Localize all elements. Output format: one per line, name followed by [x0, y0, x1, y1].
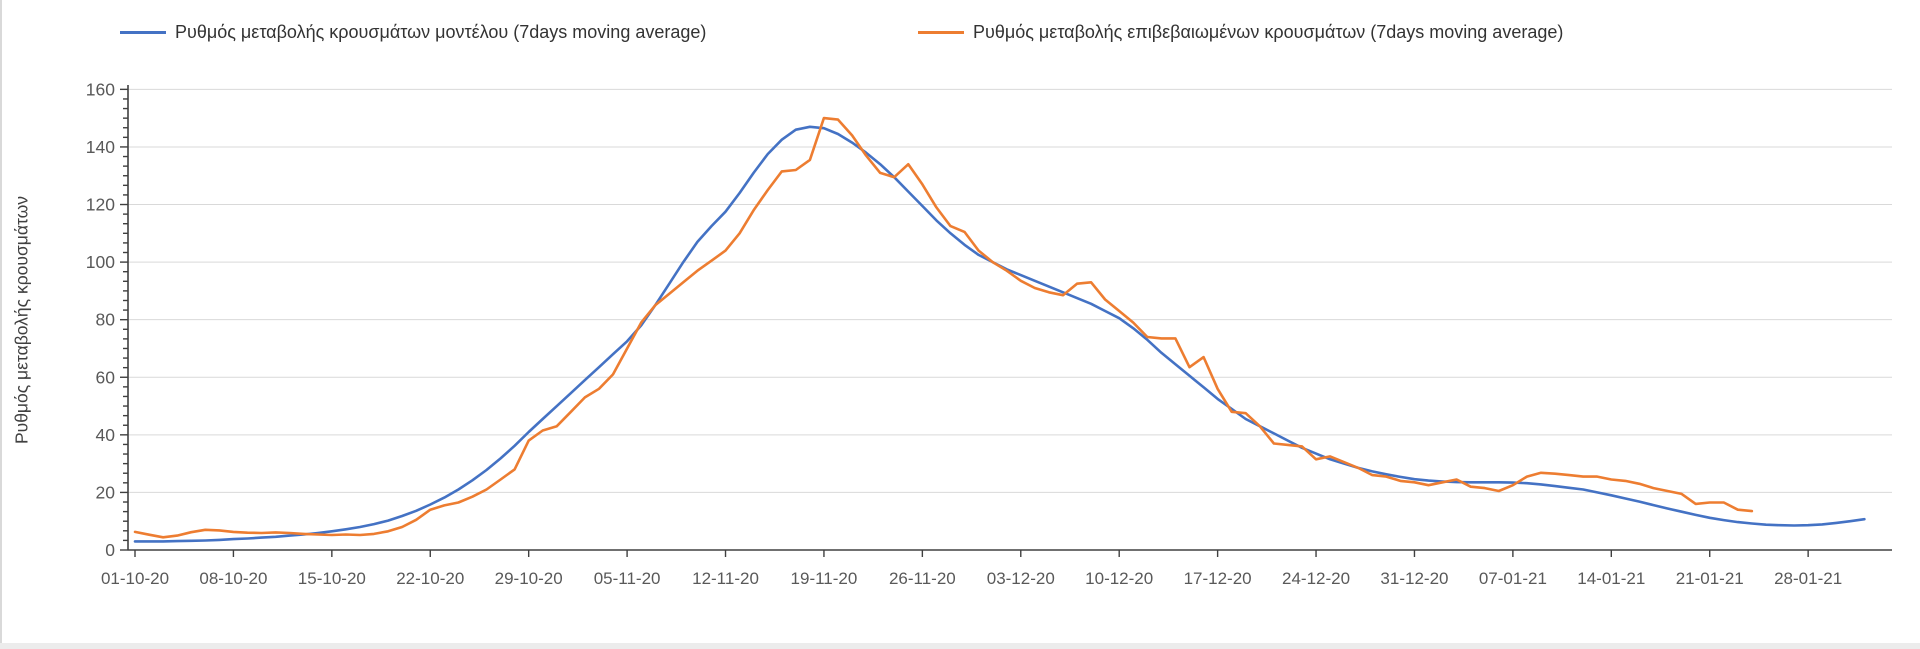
confirmed-line-marker-icon	[918, 30, 964, 34]
x-tick-label: 29-10-20	[495, 569, 563, 588]
x-tick-label: 26-11-20	[889, 569, 956, 588]
x-tick-label: 03-12-20	[987, 569, 1055, 588]
x-tick-label: 10-12-20	[1085, 569, 1153, 588]
x-tick-label: 12-11-20	[692, 569, 759, 588]
x-tick-label: 17-12-20	[1184, 569, 1252, 588]
x-tick-label: 19-11-20	[791, 569, 858, 588]
y-tick-label: 20	[96, 482, 116, 502]
legend-item-model: Ρυθμός μεταβολής κρουσμάτων μοντέλου (7d…	[120, 18, 706, 46]
x-tick-label: 15-10-20	[298, 569, 366, 588]
x-tick-label: 08-10-20	[199, 569, 267, 588]
container-bottom-strip	[0, 643, 1920, 649]
y-tick-label: 160	[86, 79, 115, 99]
chart-legend: Ρυθμός μεταβολής κρουσμάτων μοντέλου (7d…	[0, 18, 1920, 46]
x-tick-label: 28-01-21	[1774, 569, 1842, 588]
x-tick-label: 22-10-20	[396, 569, 464, 588]
y-tick-label: 0	[105, 540, 115, 560]
y-tick-label: 140	[86, 137, 115, 157]
legend-label-confirmed: Ρυθμός μεταβολής επιβεβαιωμένων κρουσμάτ…	[973, 21, 1564, 42]
x-tick-label: 24-12-20	[1282, 569, 1350, 588]
series-confirmed-line	[133, 116, 1754, 539]
y-tick-label: 80	[96, 310, 116, 330]
legend-label-model: Ρυθμός μεταβολής κρουσμάτων μοντέλου (7d…	[175, 21, 707, 42]
x-tick-label: 14-01-21	[1577, 569, 1645, 588]
x-tick-label: 21-01-21	[1676, 569, 1744, 588]
container-left-border	[0, 0, 2, 649]
x-tick-label: 31-12-20	[1380, 569, 1448, 588]
y-tick-label: 100	[86, 252, 115, 272]
y-tick-label: 120	[86, 195, 115, 215]
x-tick-label: 07-01-21	[1479, 569, 1547, 588]
model-line-marker-icon	[120, 30, 166, 34]
legend-item-confirmed: Ρυθμός μεταβολής επιβεβαιωμένων κρουσμάτ…	[918, 18, 1563, 46]
x-tick-label: 05-11-20	[594, 569, 661, 588]
y-tick-label: 60	[96, 367, 116, 387]
x-tick-label: 01-10-20	[101, 569, 169, 588]
y-tick-label: 40	[96, 425, 116, 445]
